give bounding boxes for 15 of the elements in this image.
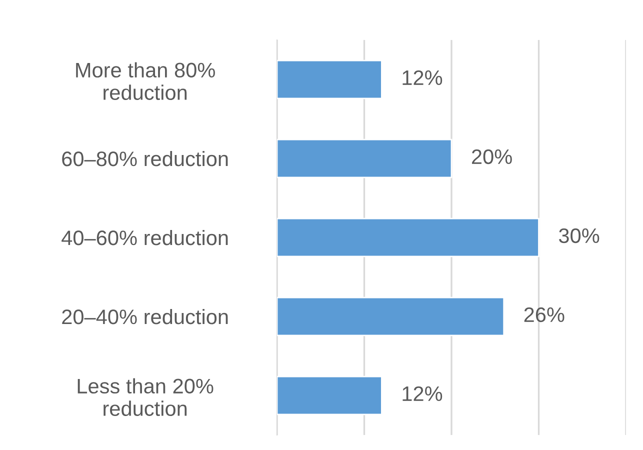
- y-tick-label: Less than 20% reduction: [78, 378, 214, 416]
- y-tick-label: 20–40% reduction: [62, 308, 228, 324]
- bar: [277, 218, 540, 258]
- bar: [277, 296, 505, 336]
- data-label: 26%: [524, 307, 564, 322]
- data-label: 30%: [558, 228, 600, 244]
- y-tick-label: 60–80% reduction: [62, 150, 228, 166]
- bar: [277, 376, 382, 416]
- data-label: 12%: [402, 386, 442, 402]
- data-label: 20%: [472, 149, 512, 164]
- y-tick-label: 40–60% reduction: [62, 230, 228, 246]
- bar: [277, 138, 452, 178]
- data-label: 12%: [402, 70, 442, 86]
- bar: [277, 60, 382, 100]
- y-tick-label: More than 80% reduction: [76, 62, 215, 100]
